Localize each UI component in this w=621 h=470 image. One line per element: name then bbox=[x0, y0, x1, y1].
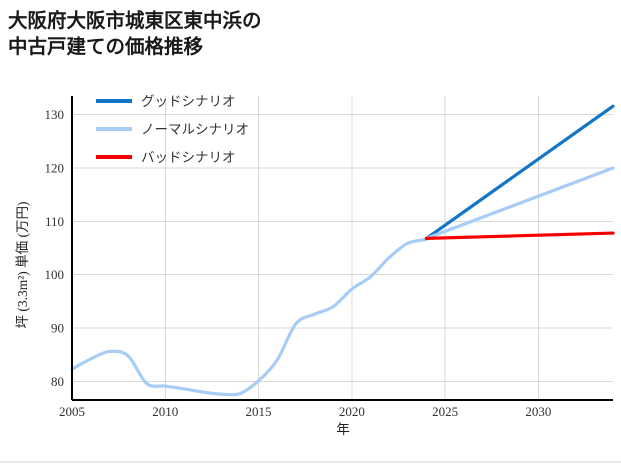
x-axis-title: 年 bbox=[336, 422, 350, 437]
chart-title-line1: 大阪府大阪市城東区東中浜の bbox=[8, 9, 262, 32]
x-tick-label: 2030 bbox=[525, 404, 551, 419]
y-tick-label: 130 bbox=[45, 107, 65, 122]
series-line-historical bbox=[70, 237, 429, 397]
x-tick-label: 2025 bbox=[432, 404, 458, 419]
x-tick-label: 2020 bbox=[339, 404, 365, 419]
x-tick-label: 2010 bbox=[152, 404, 178, 419]
legend-label: バッドシナリオ bbox=[141, 150, 236, 165]
y-tick-label: 110 bbox=[45, 214, 64, 229]
y-tick-label: 100 bbox=[45, 267, 65, 282]
x-tick-label: 2005 bbox=[59, 404, 85, 419]
legend-label: グッドシナリオ bbox=[141, 94, 236, 109]
x-axis-tick-labels: 2005 2010 2015 2020 2025 2030 bbox=[59, 404, 551, 419]
y-tick-label: 120 bbox=[45, 161, 65, 176]
series-line-good bbox=[424, 104, 615, 240]
gridlines bbox=[71, 96, 613, 400]
y-axis-title: 坪 (3.3m²) 単価 (万円) bbox=[15, 201, 30, 328]
y-axis-tick-labels: 80 90 100 110 120 130 bbox=[45, 107, 65, 389]
y-tick-label: 90 bbox=[51, 321, 64, 336]
y-tick-label: 80 bbox=[51, 374, 64, 389]
x-tick-label: 2015 bbox=[246, 404, 272, 419]
legend-label: ノーマルシナリオ bbox=[141, 122, 249, 137]
chart-title-line2: 中古戸建ての価格推移 bbox=[8, 35, 204, 58]
series-layer bbox=[70, 104, 615, 397]
series-line-normal bbox=[424, 166, 615, 240]
series-line-bad bbox=[424, 231, 615, 240]
